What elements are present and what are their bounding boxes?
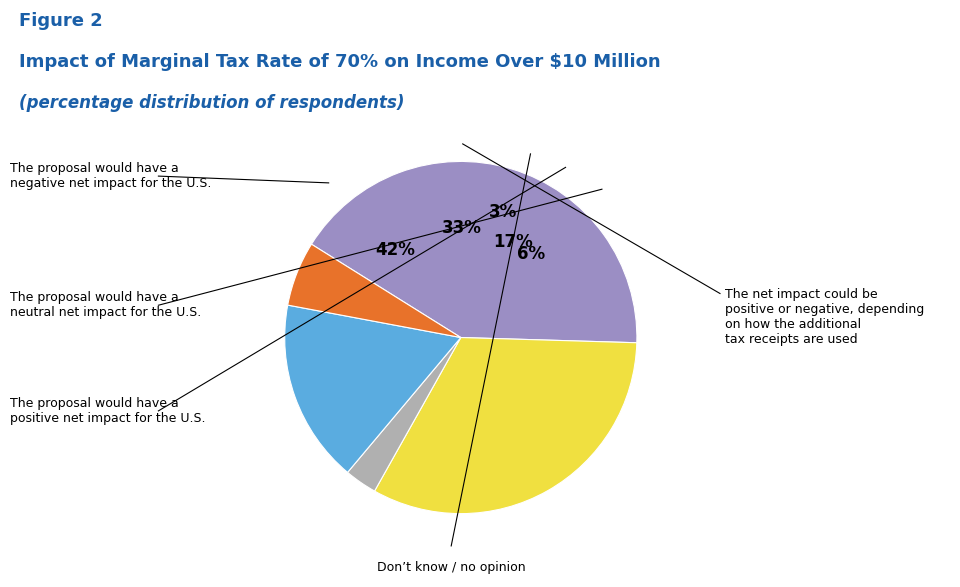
Text: The proposal would have a
negative net impact for the U.S.: The proposal would have a negative net i… [10,162,211,190]
Text: The net impact could be
positive or negative, depending
on how the additional
ta: The net impact could be positive or nega… [725,288,924,346]
Text: Impact of Marginal Tax Rate of 70% on Income Over $10 Million: Impact of Marginal Tax Rate of 70% on In… [19,53,660,71]
Text: The proposal would have a
neutral net impact for the U.S.: The proposal would have a neutral net im… [10,291,201,319]
Text: Don’t know / no opinion: Don’t know / no opinion [377,561,525,573]
Text: 42%: 42% [375,241,415,259]
Wedge shape [348,338,461,491]
Text: 6%: 6% [516,245,545,263]
Text: The proposal would have a
positive net impact for the U.S.: The proposal would have a positive net i… [10,397,205,425]
Text: Figure 2: Figure 2 [19,12,103,30]
Text: (percentage distribution of respondents): (percentage distribution of respondents) [19,94,405,112]
Text: 17%: 17% [493,232,533,251]
Wedge shape [374,338,636,514]
Wedge shape [311,161,636,343]
Wedge shape [285,305,461,473]
Wedge shape [288,244,461,338]
Text: 3%: 3% [489,203,516,221]
Text: 33%: 33% [442,220,482,237]
